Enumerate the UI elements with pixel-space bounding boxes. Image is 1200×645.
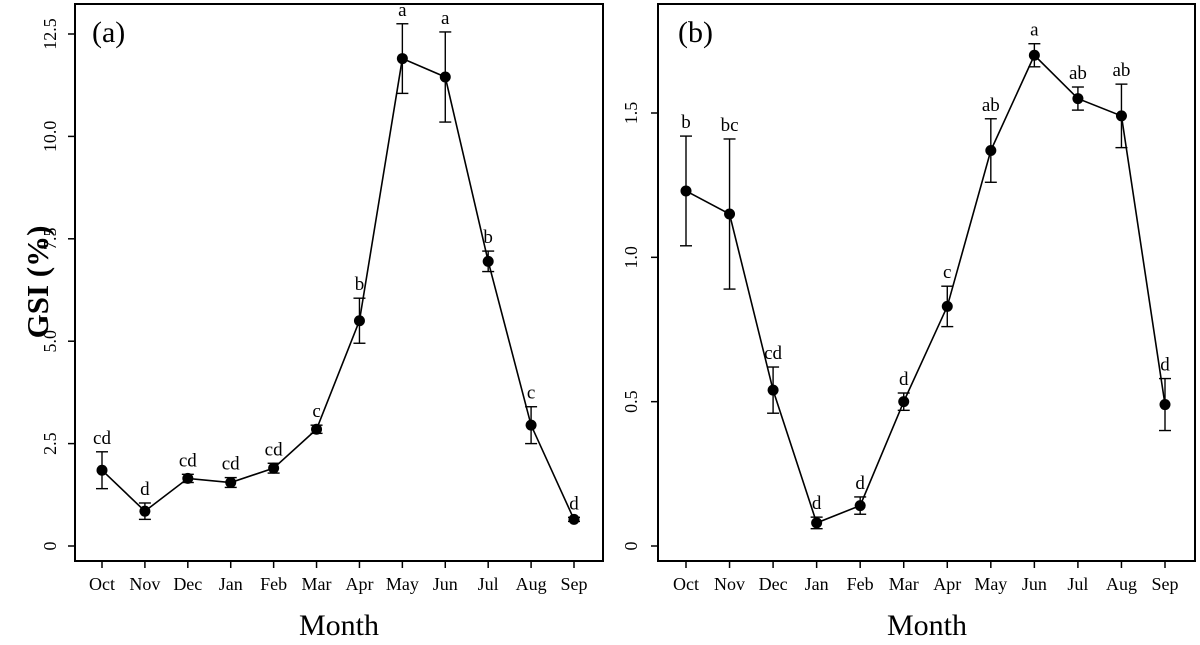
data-point-a — [525, 419, 537, 431]
significance-label-a: cd — [179, 450, 197, 471]
y-tick-label-a: 2.5 — [40, 432, 60, 455]
significance-label-a: c — [527, 383, 535, 404]
y-tick-label-a: 7.5 — [40, 228, 60, 251]
data-point-a — [482, 255, 494, 267]
significance-label-a: cd — [265, 439, 283, 460]
series-line-b — [685, 53, 1166, 524]
x-tick-label-b: Sep — [1152, 574, 1179, 594]
panel-label-b: (b) — [678, 16, 713, 49]
significance-label-b: d — [855, 473, 865, 494]
y-tick-label-b: 0.5 — [621, 390, 641, 413]
x-axis-title-a: Month — [299, 609, 379, 640]
data-point-b — [724, 208, 736, 220]
x-tick-label-b: Oct — [673, 574, 699, 594]
x-tick-label-a: Dec — [173, 574, 202, 594]
data-point-b — [898, 396, 910, 408]
significance-label-b: b — [681, 112, 691, 133]
marks-a: 0 2.5 5.0 7.5 10.0 12.5 Oct Nov Dec Jan Feb Mar Apr M… — [40, 0, 588, 594]
data-point-b — [854, 500, 866, 512]
data-point-b — [811, 517, 823, 529]
x-tick-label-a: Jul — [478, 574, 499, 594]
x-tick-label-b: Dec — [759, 574, 788, 594]
x-tick-label-b: Aug — [1106, 574, 1137, 594]
plot-frame-a — [74, 3, 604, 562]
significance-label-a: cd — [93, 428, 111, 449]
data-point-a — [439, 71, 451, 83]
panel-a: (a) GSI (%) Month 0 2.5 5.0 7.5 10.0 12.5 Oct N… — [20, 0, 604, 642]
x-tick-label-a: Jan — [219, 574, 243, 594]
significance-label-b: d — [812, 493, 822, 514]
y-axis-title-a: GSI (%) — [20, 226, 55, 339]
significance-label-b: ab — [982, 95, 1000, 116]
significance-label-a: d — [140, 479, 150, 500]
data-point-a — [396, 53, 408, 65]
series-line-a — [101, 57, 575, 520]
marks-b: 0 0.5 1.0 1.5 Oct Nov Dec Jan Feb Mar Apr May Jun Jul… — [621, 20, 1179, 594]
data-point-a — [182, 472, 194, 484]
data-point-b — [985, 145, 997, 157]
data-point-a — [225, 477, 237, 489]
data-point-a — [96, 464, 108, 476]
significance-label-b: cd — [764, 343, 782, 364]
significance-label-a: a — [441, 8, 450, 29]
data-point-b — [767, 384, 779, 396]
y-tick-label-b: 0 — [621, 542, 641, 551]
y-tick-label-a: 0 — [40, 542, 60, 551]
data-point-a — [353, 315, 365, 327]
x-tick-label-b: Jan — [805, 574, 829, 594]
data-point-a — [268, 462, 280, 474]
significance-label-b: bc — [721, 115, 739, 136]
significance-label-a: d — [569, 493, 579, 514]
panel-b: (b) Month 0 0.5 1.0 1.5 Oct Nov Dec Jan Feb Mar Ap… — [621, 3, 1196, 642]
significance-label-b: ab — [1112, 60, 1130, 81]
x-tick-label-b: Nov — [714, 574, 745, 594]
y-tick-label-a: 5.0 — [40, 330, 60, 353]
data-point-b — [1159, 399, 1171, 411]
significance-label-a: b — [483, 227, 493, 248]
data-point-b — [941, 300, 953, 312]
x-tick-label-b: May — [974, 574, 1007, 594]
x-tick-label-b: Feb — [847, 574, 874, 594]
significance-label-b: a — [1030, 20, 1039, 41]
significance-label-b: d — [1160, 355, 1170, 376]
significance-label-a: c — [312, 401, 320, 422]
data-point-b — [1115, 110, 1127, 122]
x-tick-label-a: Sep — [561, 574, 588, 594]
data-point-a — [139, 505, 151, 517]
significance-label-a: a — [398, 0, 407, 21]
data-point-a — [568, 513, 580, 525]
data-point-a — [311, 423, 323, 435]
x-tick-label-b: Jun — [1022, 574, 1047, 594]
x-tick-label-a: Feb — [260, 574, 287, 594]
x-tick-label-a: Mar — [302, 574, 332, 594]
significance-label-b: ab — [1069, 63, 1087, 84]
data-point-b — [1028, 49, 1040, 61]
data-point-b — [680, 185, 692, 197]
y-tick-label-a: 12.5 — [40, 18, 60, 50]
x-tick-label-b: Jul — [1067, 574, 1088, 594]
panel-label-a: (a) — [92, 16, 125, 49]
significance-label-a: b — [355, 274, 365, 295]
x-tick-label-a: Aug — [516, 574, 547, 594]
y-tick-label-b: 1.5 — [621, 102, 641, 125]
significance-label-b: c — [943, 262, 951, 283]
x-tick-label-a: Nov — [129, 574, 160, 594]
x-tick-label-a: Oct — [89, 574, 115, 594]
x-tick-label-a: Jun — [433, 574, 458, 594]
significance-label-a: cd — [222, 454, 240, 475]
y-tick-label-b: 1.0 — [621, 246, 641, 269]
plot-frame-b — [657, 3, 1196, 562]
significance-label-b: d — [899, 369, 909, 390]
x-tick-label-b: Apr — [933, 574, 961, 594]
y-tick-label-a: 10.0 — [40, 121, 60, 153]
x-axis-title-b: Month — [887, 609, 967, 640]
x-tick-label-b: Mar — [889, 574, 919, 594]
data-point-b — [1072, 93, 1084, 105]
x-tick-label-a: Apr — [345, 574, 373, 594]
x-tick-label-a: May — [386, 574, 419, 594]
